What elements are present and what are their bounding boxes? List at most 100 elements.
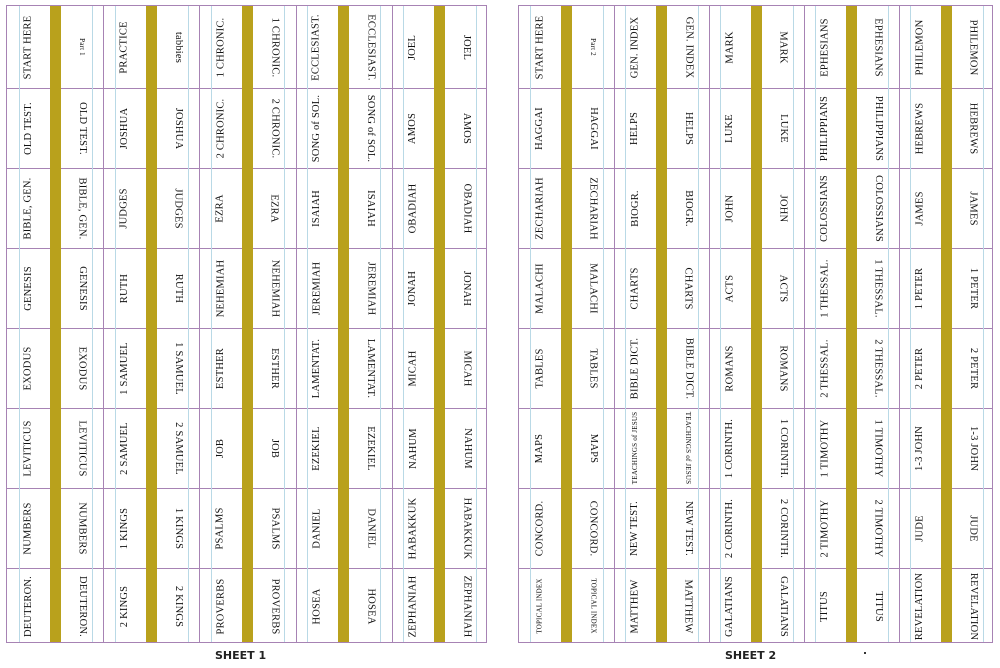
tab-cell: REVELATION [899,568,941,644]
tab-cell: EZRA [253,168,295,248]
tab-label: RUTH [172,273,184,303]
tab-cell: JOSHUA [157,88,199,168]
tab-cell: BIBLE DICT. [614,328,656,408]
tab-cell: ISAIAH [296,168,338,248]
tab-cell: ROMANS [709,328,751,408]
tab-label: 2 THESSAL. [872,338,884,398]
tab-cell: COLOSSIANS [858,168,900,248]
tab-cell: TOPICAL INDEX [573,568,615,644]
tab-cell: PHILEMON [953,6,995,88]
tab-label: PHILIPPIANS [872,95,884,161]
tab-label: ISAIAH [311,189,323,227]
tab-cell: TEACHINGS of JESUS [614,408,656,488]
sheet-1-label: SHEET 1 [215,649,267,662]
fold-stripe [846,6,857,642]
tab-cell: NAHUM [392,408,434,488]
guide-line [91,6,93,642]
tab-cell: SONG of SOL. [350,88,392,168]
tab-label: EZRA [269,193,281,223]
tab-cell: AMOS [446,88,488,168]
tab-label: 2 CORINTH. [724,498,736,558]
tab-cell: 1 PETER [899,248,941,328]
tab-cell: JONAH [392,248,434,328]
tab-label: GENESIS [76,265,88,311]
fold-stripe [434,6,446,642]
tab-cell: 2 KINGS [157,568,199,644]
tab-cell: HABAKKUK [446,488,488,568]
fold-stripe [145,6,157,642]
column-divider [391,6,393,642]
tab-label: EPHESIANS [819,17,831,77]
tab-cell: 2 PETER [899,328,941,408]
tab-cell: NEW TEST. [668,488,710,568]
tab-cell: JUDE [953,488,995,568]
tab-label: ZECHARIAH [534,176,546,240]
tab-column: START HERE Part 1 OLD TEST. OLD TEST. BIBLE,… [7,6,103,642]
tab-label: 1 TIMOTHY [819,419,831,477]
tab-cell: MATTHEW [614,568,656,644]
tab-label: OBADIAH [407,183,419,233]
tab-label: OLD TEST. [76,101,88,155]
tab-cell: 1 TIMOTHY [858,408,900,488]
tab-label: TITUS [872,590,884,622]
tab-label: BIBLE, GEN. [22,177,34,239]
tab-label: JEREMIAH [311,261,323,315]
tab-label: NEHEMIAH [214,259,226,317]
tab-cell: NEHEMIAH [253,248,295,328]
tab-cell: COLOSSIANS [804,168,846,248]
tab-label: DANIEL [365,507,377,549]
tab-label: JUDGES [118,187,130,229]
tab-cell: JOB [199,408,241,488]
tab-label: JUDGES [172,187,184,229]
tab-cell: NEW TEST. [614,488,656,568]
tab-label: GENESIS [22,265,34,311]
tab-label: GALATIANS [724,575,736,637]
tab-label: TABLES [534,347,546,389]
tab-label: HOSEA [311,587,323,625]
tab-label: HELPS [682,111,694,145]
tab-cell: 2 THESSAL. [804,328,846,408]
tab-cell: 2 THESSAL. [858,328,900,408]
tab-cell: CONCORD. [573,488,615,568]
guide-line [720,6,722,642]
tab-cell: 2 PETER [953,328,995,408]
tab-cell: BIBLE, GEN. [61,168,103,248]
tab-cell: ESTHER [199,328,241,408]
tab-label: 2 KINGS [118,585,130,627]
tab-cell: 1 CORINTH. [763,408,805,488]
tab-label: JAMES [914,190,926,226]
tab-label: EZEKIEL [365,425,377,471]
tab-cell: JUDGES [103,168,145,248]
tab-cell: DEUTERON. [7,568,49,644]
tab-label: EPHESIANS [872,17,884,77]
tab-label: ZEPHANIAH [407,575,419,637]
tab-cell: GEN. INDEX [614,6,656,88]
tab-label: ROMANS [724,344,736,392]
tab-cell: ACTS [709,248,751,328]
tab-label: JOB [214,438,226,458]
tab-cell: 2 SAMUEL [157,408,199,488]
tab-cell: 1 THESSAL. [858,248,900,328]
tab-label: MICAH [461,349,473,387]
tab-label: BIBLE DICT. [682,337,694,399]
guide-line [284,6,286,642]
tab-label: 1 CORINTH. [724,418,736,478]
tab-label: DEUTERON. [76,575,88,637]
tab-cell: TABLES [573,328,615,408]
tab-label: ROMANS [777,344,789,392]
tab-cell: NUMBERS [7,488,49,568]
tab-label: LUKE [777,113,789,143]
tab-cell: LAMENTAT. [350,328,392,408]
tab-label: HELPS [629,111,641,145]
column-divider [899,6,900,642]
tab-cell: START HERE [7,6,49,88]
tab-cell: LEVITICUS [61,408,103,488]
guide-line [530,6,532,642]
tab-label: LAMENTAT. [311,338,323,398]
tab-cell: PHILIPPIANS [804,88,846,168]
tab-cell: 1 PETER [953,248,995,328]
tab-cell: ROMANS [763,328,805,408]
tab-label: JONAH [407,270,419,306]
tab-cell: TEACHINGS of JESUS [668,408,710,488]
tab-label: Part 1 [78,38,87,56]
